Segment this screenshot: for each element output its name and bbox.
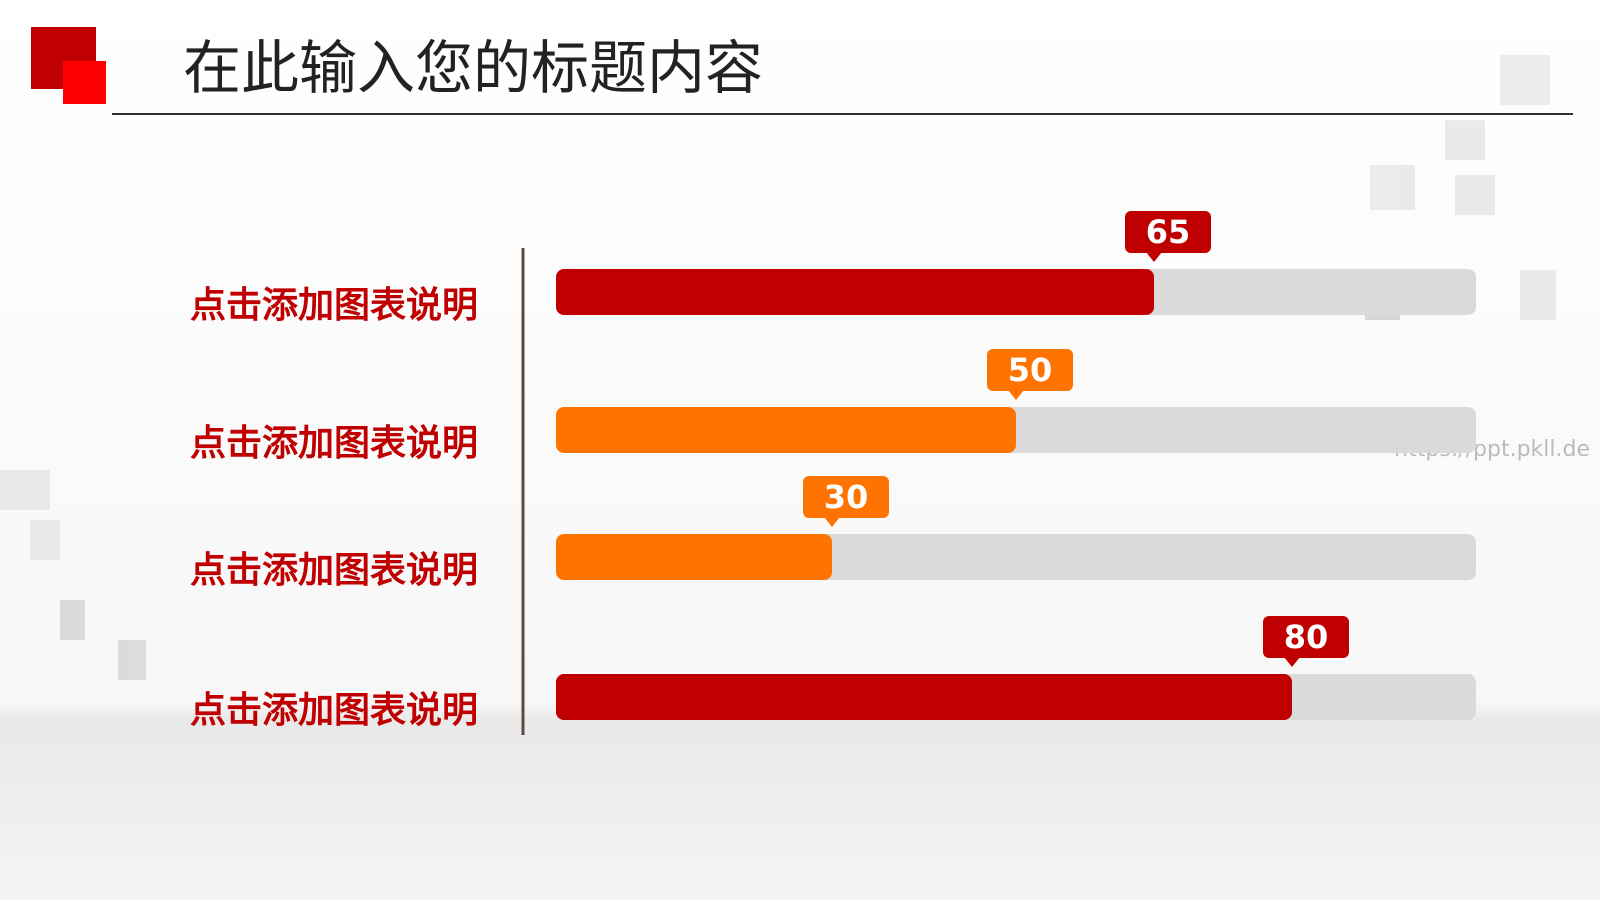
chart-title: 在此输入您的标题内容: [183, 34, 763, 102]
bar: [556, 269, 1154, 315]
value-badge: [803, 476, 889, 518]
value-badge: [1263, 616, 1349, 658]
bar: [556, 674, 1292, 720]
category-label: 点击添加图表说明: [190, 550, 478, 591]
value-label: 30: [824, 478, 869, 516]
bar: [556, 407, 1016, 453]
value-badge-pointer: [1284, 657, 1300, 667]
value-label: 80: [1284, 618, 1329, 656]
value-badge: [1125, 211, 1211, 253]
value-badge-pointer: [1146, 252, 1162, 262]
value-badge: [987, 349, 1073, 391]
category-label: 点击添加图表说明: [190, 423, 478, 464]
value-label: 50: [1008, 351, 1053, 389]
category-label: 点击添加图表说明: [190, 285, 478, 326]
category-label: 点击添加图表说明: [190, 690, 478, 731]
logo-square: [63, 61, 106, 104]
value-badge-pointer: [1008, 390, 1024, 400]
value-badge-pointer: [824, 517, 840, 527]
bar: [556, 534, 832, 580]
value-label: 65: [1146, 213, 1191, 251]
